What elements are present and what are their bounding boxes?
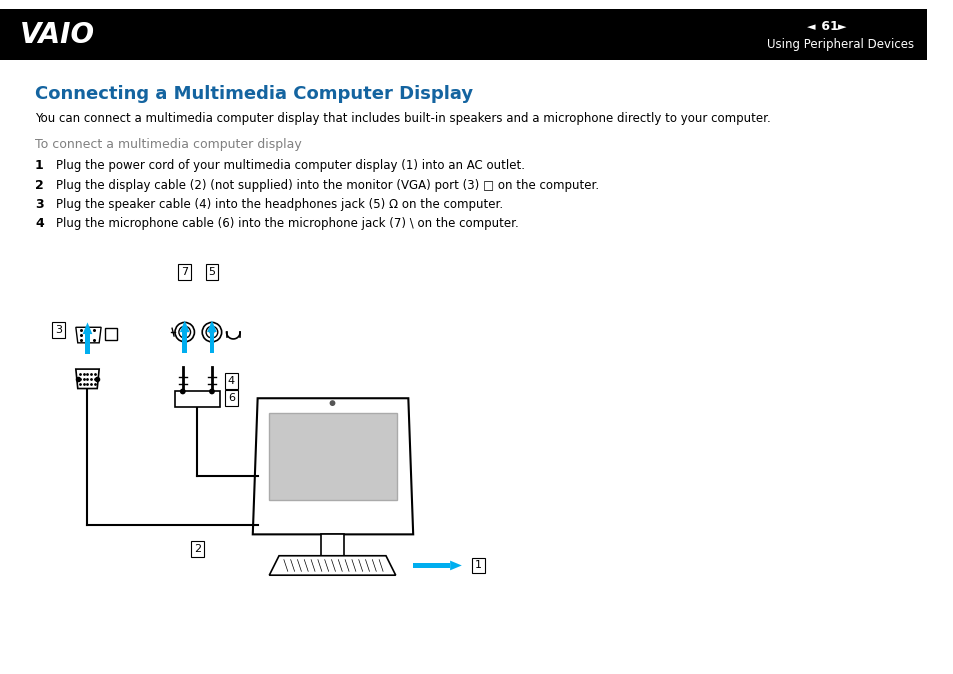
Bar xyxy=(210,332,214,353)
Bar xyxy=(85,334,90,355)
Text: 61: 61 xyxy=(816,20,841,33)
Text: Plug the power cord of your multimedia computer display (1) into an AC outlet.: Plug the power cord of your multimedia c… xyxy=(56,159,525,172)
Circle shape xyxy=(206,326,217,338)
Polygon shape xyxy=(253,398,413,534)
Text: ►: ► xyxy=(837,22,845,32)
Text: VAIO: VAIO xyxy=(19,21,94,49)
Bar xyxy=(105,328,116,340)
Bar xyxy=(174,392,219,407)
Text: Connecting a Multimedia Computer Display: Connecting a Multimedia Computer Display xyxy=(35,85,473,103)
Polygon shape xyxy=(83,322,92,334)
Polygon shape xyxy=(269,556,395,575)
Text: ◄: ◄ xyxy=(806,22,815,32)
Text: 7: 7 xyxy=(181,267,188,277)
Text: Plug the microphone cable (6) into the microphone jack (7) \ on the computer.: Plug the microphone cable (6) into the m… xyxy=(56,218,518,231)
Circle shape xyxy=(179,326,191,338)
Text: 3: 3 xyxy=(35,198,44,211)
Text: 2: 2 xyxy=(193,544,201,554)
Text: Plug the display cable (2) (not supplied) into the monitor (VGA) port (3) □ on t: Plug the display cable (2) (not supplied… xyxy=(56,179,598,191)
Circle shape xyxy=(210,330,214,334)
Text: 3: 3 xyxy=(54,325,62,335)
Polygon shape xyxy=(207,320,216,332)
Text: 1: 1 xyxy=(35,159,44,172)
Circle shape xyxy=(174,322,194,342)
Bar xyxy=(269,413,396,500)
Bar xyxy=(320,534,344,556)
Circle shape xyxy=(209,388,214,394)
Text: Plug the speaker cable (4) into the headphones jack (5) Ω on the computer.: Plug the speaker cable (4) into the head… xyxy=(56,198,503,211)
Text: 6: 6 xyxy=(228,393,234,403)
Polygon shape xyxy=(180,320,190,332)
Bar xyxy=(413,563,450,568)
Text: 2: 2 xyxy=(35,179,44,191)
Circle shape xyxy=(182,330,187,334)
Bar xyxy=(182,332,187,353)
Text: 4: 4 xyxy=(35,218,44,231)
Circle shape xyxy=(202,322,221,342)
Polygon shape xyxy=(450,561,461,570)
Polygon shape xyxy=(75,328,101,343)
Polygon shape xyxy=(75,369,99,388)
Text: 5: 5 xyxy=(208,267,215,277)
Text: You can connect a multimedia computer display that includes built-in speakers an: You can connect a multimedia computer di… xyxy=(35,113,770,125)
Circle shape xyxy=(329,400,335,406)
Bar xyxy=(0,9,926,60)
Circle shape xyxy=(180,388,186,394)
Text: 4: 4 xyxy=(228,375,234,386)
Text: Using Peripheral Devices: Using Peripheral Devices xyxy=(766,38,913,51)
Text: To connect a multimedia computer display: To connect a multimedia computer display xyxy=(35,137,301,151)
Text: 1: 1 xyxy=(475,561,481,570)
